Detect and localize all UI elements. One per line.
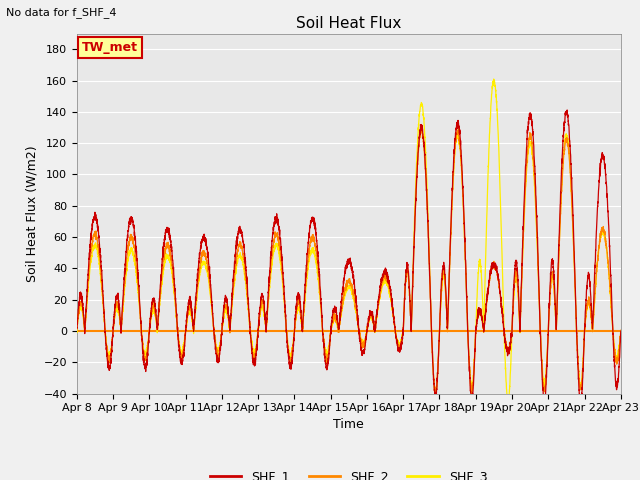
- SHF_2: [471, 349, 479, 355]
- SHF_1: [440, 264, 448, 270]
- SHF_3: [440, 277, 448, 283]
- SHF_1: [577, 400, 584, 406]
- Line: SHF_3: SHF_3: [77, 79, 621, 403]
- Line: SHF_1: SHF_1: [77, 110, 621, 403]
- SHF_1: [328, 314, 336, 320]
- SHF_1: [502, 337, 509, 343]
- SHF_1: [563, 107, 571, 113]
- Text: TW_met: TW_met: [82, 41, 138, 54]
- Y-axis label: Soil Heat Flux (W/m2): Soil Heat Flux (W/m2): [25, 145, 38, 282]
- SHF_2: [502, 340, 509, 346]
- SHF_2: [468, 392, 476, 397]
- SHF_2: [616, 336, 624, 342]
- SHF_2: [454, 126, 462, 132]
- SHF_1: [617, 328, 625, 334]
- SHF_2: [73, 327, 81, 333]
- SHF_2: [440, 272, 448, 278]
- SHF_3: [171, 293, 179, 299]
- SHF_2: [171, 291, 179, 297]
- SHF_3: [73, 329, 81, 335]
- SHF_3: [328, 321, 336, 327]
- SHF_2: [328, 319, 336, 324]
- SHF_1: [73, 325, 81, 331]
- X-axis label: Time: Time: [333, 418, 364, 431]
- Title: Soil Heat Flux: Soil Heat Flux: [296, 16, 401, 31]
- SHF_1: [471, 356, 479, 362]
- Line: SHF_2: SHF_2: [77, 129, 621, 395]
- SHF_2: [617, 327, 625, 333]
- SHF_1: [171, 282, 179, 288]
- SHF_3: [490, 76, 497, 82]
- SHF_3: [616, 336, 624, 341]
- Legend: SHF_1, SHF_2, SHF_3: SHF_1, SHF_2, SHF_3: [205, 465, 492, 480]
- SHF_3: [471, 353, 479, 359]
- SHF_3: [617, 328, 625, 334]
- Text: No data for f_SHF_4: No data for f_SHF_4: [6, 7, 117, 18]
- SHF_1: [616, 340, 624, 346]
- SHF_3: [502, 365, 509, 371]
- SHF_3: [504, 400, 512, 406]
